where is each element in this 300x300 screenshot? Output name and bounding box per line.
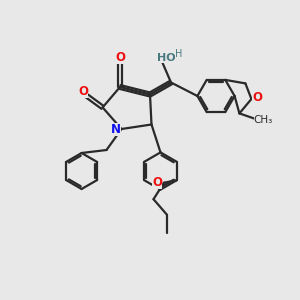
Text: O: O	[152, 176, 162, 189]
Text: N: N	[111, 123, 121, 136]
Text: HO: HO	[157, 52, 176, 63]
Text: O: O	[252, 91, 262, 104]
Text: CH₃: CH₃	[254, 115, 273, 125]
Text: O: O	[78, 85, 88, 98]
Text: H: H	[176, 49, 183, 59]
Text: O: O	[115, 51, 125, 64]
